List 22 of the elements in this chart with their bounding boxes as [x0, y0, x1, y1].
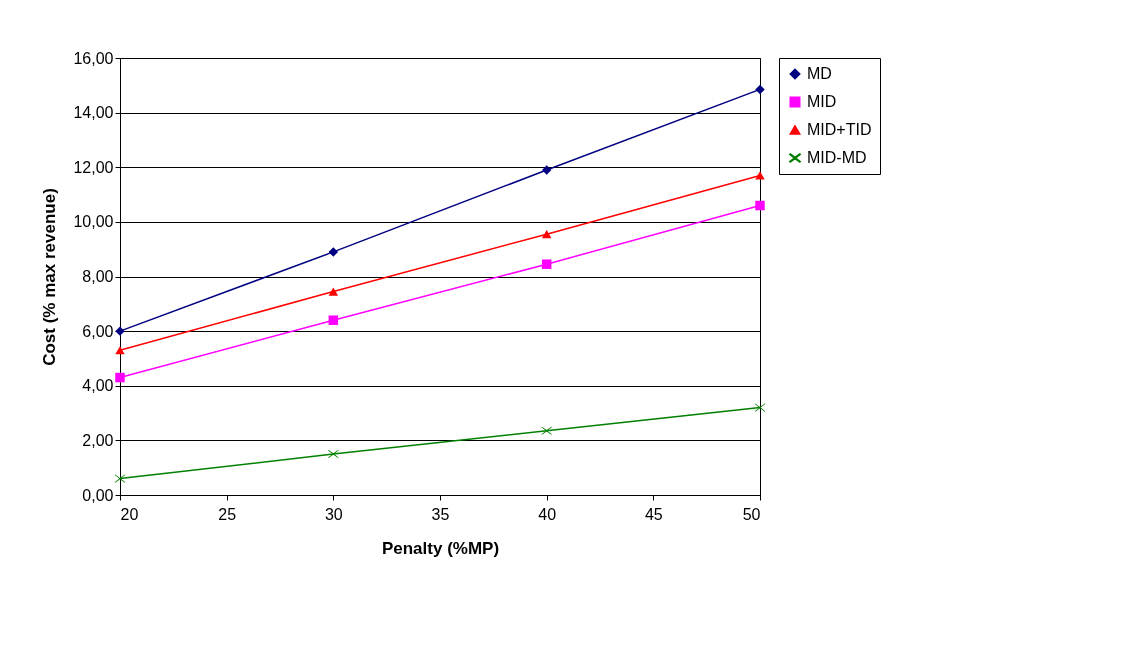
x-tick-label: 45 — [644, 505, 663, 523]
x-tick-label: 20 — [120, 505, 139, 523]
legend-label: MID — [807, 93, 837, 110]
y-tick-label: 16,00 — [73, 49, 114, 67]
legend-label: MID+TID — [807, 121, 872, 138]
y-tick-label: 14,00 — [73, 104, 114, 122]
y-tick-label: 4,00 — [82, 377, 114, 395]
y-tick-label: 2,00 — [82, 431, 114, 449]
y-tick-label: 10,00 — [73, 213, 114, 231]
y-axis-title: Cost (% max revenue) — [40, 188, 60, 366]
y-tick-label: 12,00 — [73, 158, 114, 176]
y-tick-label: 8,00 — [82, 268, 114, 285]
x-tick-label: 50 — [742, 505, 761, 523]
y-tick-label: 0,00 — [82, 486, 114, 504]
y-tick-label: 6,00 — [82, 322, 114, 340]
legend-label: MID-MD — [807, 149, 867, 166]
x-tick-label: 40 — [538, 505, 557, 523]
x-tick-label: 30 — [324, 505, 343, 523]
x-tick-label: 35 — [431, 505, 450, 523]
legend-label: MD — [807, 65, 832, 82]
x-tick-label: 25 — [218, 505, 237, 523]
x-axis-title: Penalty (%MP) — [381, 538, 500, 558]
